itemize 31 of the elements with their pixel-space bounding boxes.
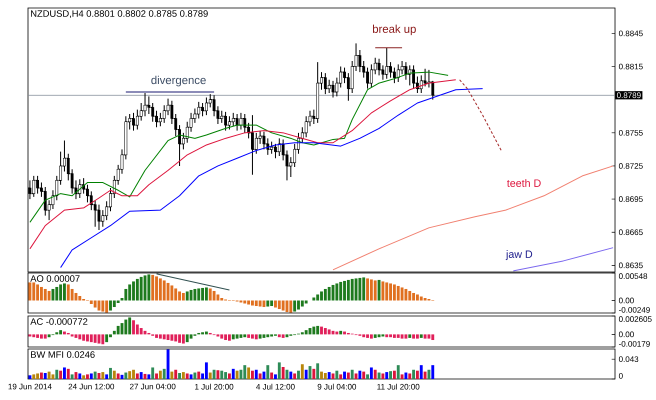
x-tick-label: 19 Jun 2014 [8, 384, 52, 390]
annotation: jaw D [506, 250, 532, 260]
y-tick-label: 0.8845 [618, 30, 643, 36]
y-tick-label: 0.00 [618, 332, 634, 338]
y-tick-label: 0.8695 [618, 196, 643, 202]
y-tick-label: -0.00249 [618, 307, 650, 313]
y-tick-label: 0.002605 [618, 316, 652, 322]
x-tick-label: 24 Jun 12:00 [68, 384, 114, 390]
chart-title: AO 0.00007 [30, 275, 80, 282]
annotation: divergence [151, 76, 206, 86]
x-tick-label: 9 Jul 04:00 [318, 384, 356, 390]
y-tick-label: 0 [618, 373, 623, 379]
chart-title: AC -0.000772 [30, 318, 88, 325]
x-tick-label: 11 Jul 20:00 [377, 384, 420, 390]
y-tick-label: -0.00179 [618, 341, 650, 347]
chart-title: BW MFI 0.0246 [31, 351, 95, 358]
x-tick-label: 1 Jul 20:00 [195, 384, 234, 390]
y-tick-label: 0.00548 [618, 273, 648, 279]
y-tick-label: 0.8815 [618, 64, 643, 70]
y-tick-label: 0.8755 [618, 130, 643, 136]
y-tick-label: 0.00 [618, 298, 634, 304]
y-tick-label: 0.8665 [618, 229, 643, 236]
y-tick-label: 0.8725 [618, 163, 643, 169]
x-tick-label: 27 Jun 04:00 [130, 384, 176, 390]
annotation: teeth D [506, 179, 541, 187]
x-tick-label: 4 Jul 12:00 [256, 384, 295, 390]
y-tick-label: 0.8635 [618, 262, 643, 268]
ref-line-label: 0.8789 [616, 92, 641, 98]
y-tick-label: 0.043 [618, 356, 638, 362]
annotation: break up [372, 24, 416, 36]
chart-title: NZDUSD,H4 0.8801 0.8802 0.8785 0.8789 [31, 10, 208, 18]
